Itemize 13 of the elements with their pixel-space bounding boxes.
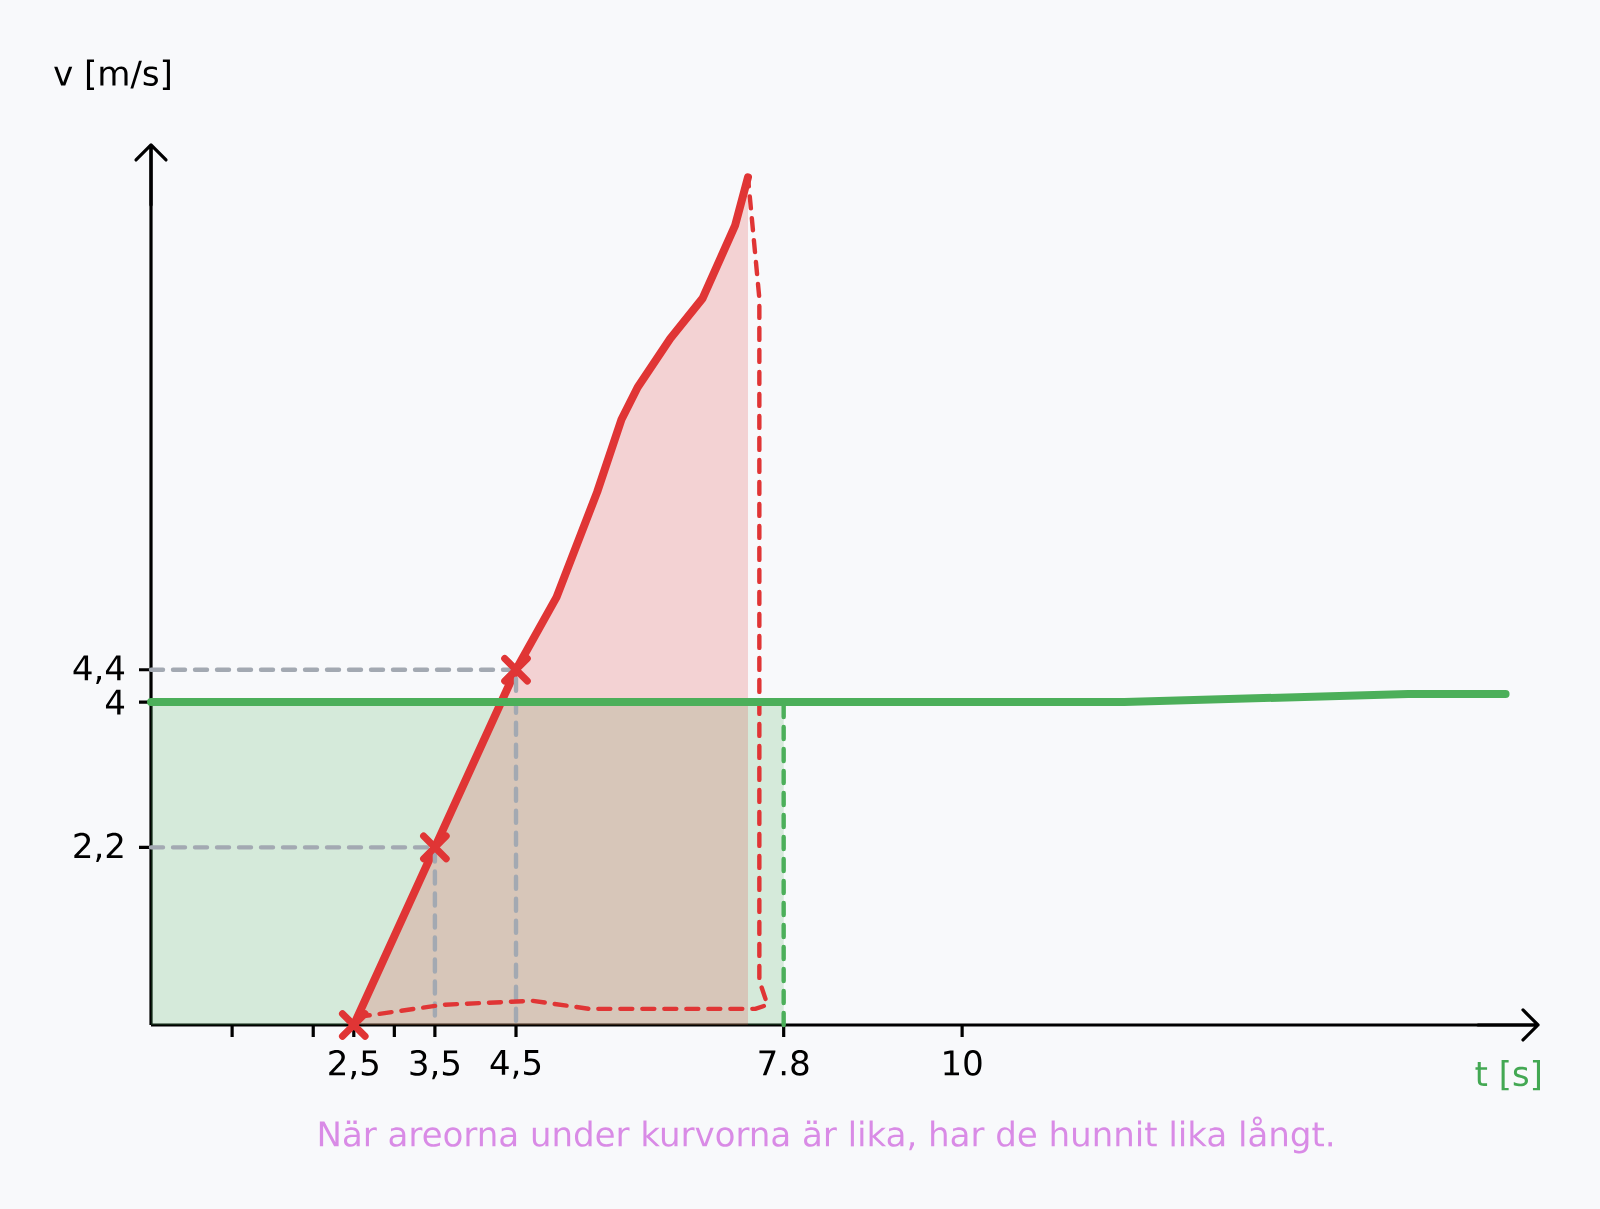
x-tick-label: 4,5 bbox=[490, 1050, 541, 1079]
y-axis-title: v [m/s] bbox=[54, 59, 170, 90]
point bbox=[420, 832, 450, 863]
point bbox=[501, 654, 531, 685]
text: När areorna under kurvorna är lika, har de hunnit lika långt. bbox=[319, 1116, 1332, 1154]
x-tick-label: 7.8 bbox=[759, 1050, 809, 1076]
x-tick-label: 2,5 bbox=[329, 1050, 378, 1080]
y-tick-label: 4,4 bbox=[73, 655, 125, 685]
y-tick-label: 2,2 bbox=[74, 832, 123, 862]
x-axis-title: t [s] bbox=[1475, 1060, 1540, 1091]
x-tick-label: 10 bbox=[944, 1050, 982, 1076]
x-tick-label: 3,5 bbox=[410, 1050, 459, 1080]
y-tick-label: 4 bbox=[105, 689, 125, 715]
